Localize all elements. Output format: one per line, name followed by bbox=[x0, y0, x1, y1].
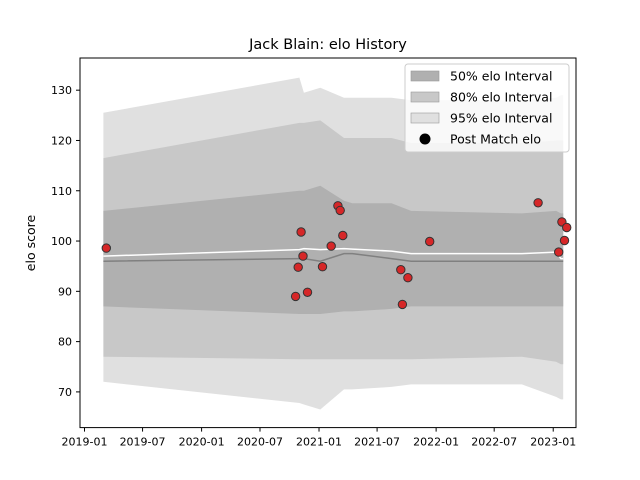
legend-label: 50% elo Interval bbox=[450, 69, 552, 84]
plot-frame bbox=[79, 57, 577, 429]
elo-point bbox=[533, 198, 543, 208]
x-tick-label: 2020-01 bbox=[179, 436, 225, 449]
x-axis: 2019-01 2019-07 2020-01 2020-07 2021-01 2021-… bbox=[62, 427, 576, 449]
elo-point bbox=[338, 230, 348, 241]
legend-label: Post Match elo bbox=[450, 132, 541, 147]
x-tick-label: 2021-07 bbox=[354, 436, 400, 449]
elo-point bbox=[559, 235, 570, 246]
x-tick-label: 2021-01 bbox=[296, 436, 342, 449]
x-tick-label: 2022-01 bbox=[413, 436, 459, 449]
y-tick-label: 90 bbox=[58, 285, 72, 298]
elo-point bbox=[335, 205, 345, 216]
x-tick-label: 2019-07 bbox=[120, 436, 166, 449]
legend: 50% elo Interval 80% elo Interval 95% elo … bbox=[404, 63, 570, 153]
y-axis-label: elo score bbox=[23, 215, 38, 272]
y-axis: 70 80 90 100 110 120 130 bbox=[51, 84, 80, 399]
chart-title: Jack Blain: elo History bbox=[248, 37, 407, 53]
elo-point bbox=[302, 287, 313, 297]
y-tick-label: 110 bbox=[51, 185, 72, 198]
y-tick-label: 130 bbox=[51, 84, 72, 97]
legend-swatch bbox=[410, 91, 440, 103]
legend-label: 80% elo Interval bbox=[450, 90, 552, 105]
elo-point bbox=[562, 222, 572, 233]
elo-point bbox=[554, 247, 564, 257]
legend-marker bbox=[419, 133, 431, 145]
elo-point bbox=[293, 262, 303, 272]
x-tick-label: 2019-01 bbox=[62, 436, 108, 449]
y-tick-label: 120 bbox=[51, 134, 72, 147]
elo-point bbox=[317, 262, 328, 272]
elo-point bbox=[397, 299, 408, 310]
elo-point bbox=[425, 236, 435, 247]
elo-point bbox=[298, 251, 308, 261]
legend-swatch bbox=[410, 70, 440, 82]
elo-point bbox=[296, 227, 306, 237]
elo-point bbox=[403, 273, 413, 283]
x-tick-label: 2022-07 bbox=[471, 436, 517, 449]
elo-point bbox=[290, 291, 301, 302]
x-tick-label: 2023-01 bbox=[530, 436, 576, 449]
elo-point bbox=[396, 265, 406, 275]
legend-label: 95% elo Interval bbox=[450, 111, 552, 126]
legend-box bbox=[404, 63, 570, 153]
elo-point bbox=[326, 241, 336, 251]
elo-point bbox=[101, 243, 112, 253]
y-tick-label: 70 bbox=[58, 386, 72, 399]
legend-swatch bbox=[410, 112, 440, 124]
post-match-points bbox=[101, 198, 572, 310]
y-tick-label: 80 bbox=[58, 336, 72, 349]
y-tick-label: 100 bbox=[51, 235, 72, 248]
x-tick-label: 2020-07 bbox=[237, 436, 283, 449]
